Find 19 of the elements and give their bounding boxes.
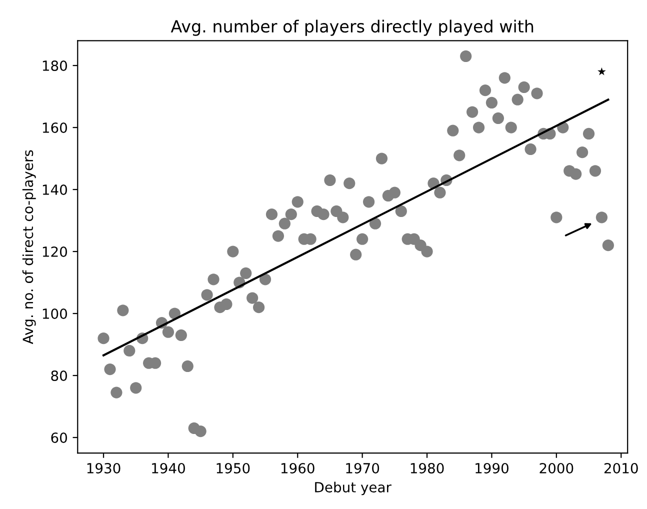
x-tick-label: 2010 <box>604 462 638 474</box>
chart-title: Avg. number of players directly played with <box>170 20 534 36</box>
y-tick-label: 100 <box>42 308 67 319</box>
x-axis-title: Debut year <box>315 482 392 496</box>
y-tick-label: 120 <box>42 246 67 257</box>
x-tick-label: 1950 <box>216 462 250 474</box>
y-tick-label: 180 <box>42 60 67 71</box>
x-tick-label: 1930 <box>87 462 120 474</box>
x-tick-label: 1980 <box>410 462 444 474</box>
y-axis-title: Avg. no. of direct co-players <box>22 150 36 344</box>
x-tick-label: 1940 <box>152 462 185 474</box>
y-tick-label: 80 <box>51 370 67 381</box>
y-tick-label: 160 <box>42 122 67 133</box>
y-tick-label: 60 <box>51 432 67 443</box>
x-tick-label: 1960 <box>281 462 314 474</box>
x-tick-label: 1970 <box>346 462 380 474</box>
y-tick-label: 140 <box>42 184 67 195</box>
x-tick-label: 2000 <box>540 462 574 474</box>
x-tick-label: 1990 <box>476 462 508 474</box>
